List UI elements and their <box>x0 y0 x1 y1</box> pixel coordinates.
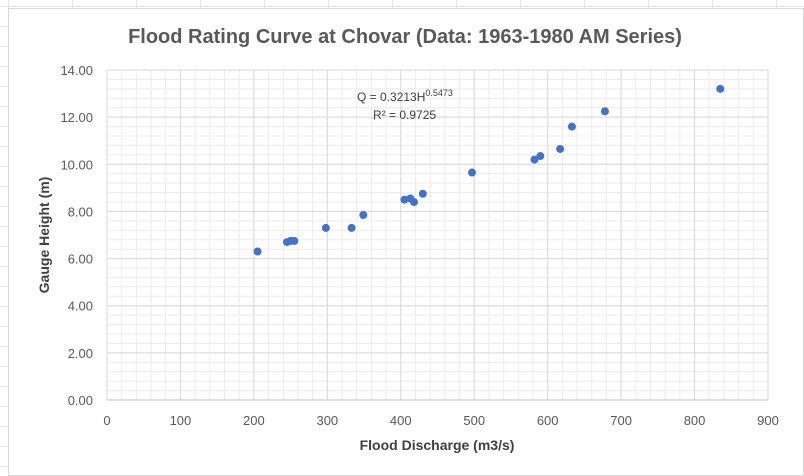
data-point[interactable] <box>530 155 539 164</box>
data-point[interactable] <box>359 210 368 219</box>
x-tick-label: 200 <box>243 413 265 428</box>
chart-title: Flood Rating Curve at Chovar (Data: 1963… <box>128 26 682 48</box>
x-tick-label: 300 <box>316 413 338 428</box>
trendline-equation-exponent: 0.5473 <box>425 88 453 98</box>
y-tick-label: 10.00 <box>60 157 93 172</box>
y-tick-label: 6.00 <box>68 252 93 267</box>
y-tick-label: 0.00 <box>68 393 93 408</box>
trendline-equation-base: Q = 0.3213H <box>357 90 425 104</box>
y-tick-label: 4.00 <box>68 299 93 314</box>
y-tick-label: 8.00 <box>68 204 93 219</box>
data-point[interactable] <box>468 168 477 177</box>
chart-area[interactable] <box>8 8 804 476</box>
trendline-r-squared: R² = 0.9725 <box>373 108 436 122</box>
x-tick-label: 100 <box>170 413 192 428</box>
x-tick-label: 800 <box>684 413 706 428</box>
data-point[interactable] <box>253 247 262 256</box>
data-point[interactable] <box>409 198 418 206</box>
data-point[interactable] <box>567 122 576 131</box>
gridlines <box>106 69 769 401</box>
tick-labels: 0 100 200 300 400 500 600 700 800 900 0.00 2.00 4.00… <box>60 63 778 428</box>
x-axis-title: Flood Discharge (m3/s) <box>360 437 515 453</box>
x-tick-label: 400 <box>390 413 412 428</box>
data-point[interactable] <box>600 107 609 116</box>
x-tick-label: 900 <box>757 413 779 428</box>
data-point[interactable] <box>290 236 299 245</box>
x-tick-label: 500 <box>463 413 485 428</box>
y-axis-title: Gauge Height (m) <box>36 177 52 294</box>
data-point[interactable] <box>536 152 545 161</box>
x-tick-label: 700 <box>610 413 632 428</box>
data-point[interactable] <box>321 223 330 232</box>
data-point[interactable] <box>418 189 427 198</box>
x-tick-label: 600 <box>537 413 559 428</box>
data-point[interactable] <box>716 84 725 93</box>
y-tick-label: 12.00 <box>60 110 93 125</box>
data-points <box>253 84 725 256</box>
data-point[interactable] <box>347 223 356 232</box>
y-tick-label: 2.00 <box>68 346 93 361</box>
trendline-equation: Q = 0.3213H0.5473 <box>357 88 453 104</box>
y-tick-label: 14.00 <box>60 63 93 78</box>
data-point[interactable] <box>556 144 565 153</box>
x-tick-label: 0 <box>103 413 110 428</box>
